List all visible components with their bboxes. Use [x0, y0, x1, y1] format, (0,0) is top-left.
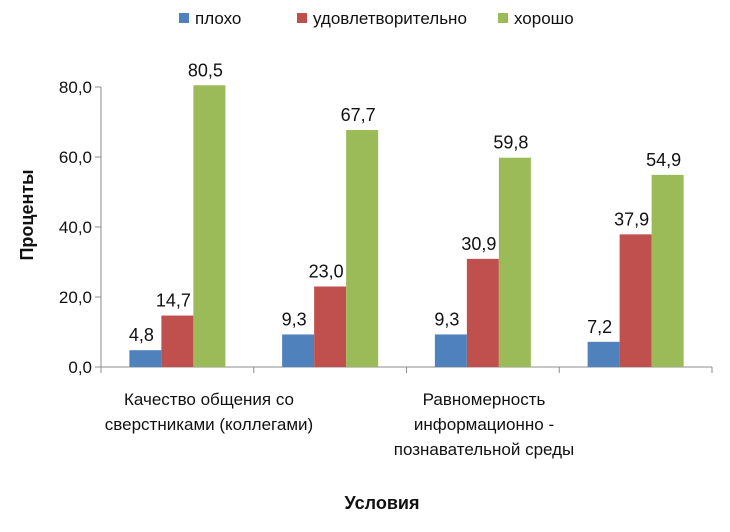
y-tick-label: 0,0 — [68, 358, 92, 377]
bar-удовлетворительно — [619, 234, 652, 367]
legend-label: удовлетворительно — [313, 9, 467, 28]
bar-удовлетворительно — [314, 286, 347, 367]
legend-swatch — [498, 13, 508, 23]
y-tick-label: 80,0 — [59, 78, 92, 97]
y-tick-label: 40,0 — [59, 218, 92, 237]
bar-хорошо — [651, 174, 684, 367]
bar-плохо — [282, 334, 315, 367]
bar-хорошо — [346, 130, 379, 367]
data-label: 9,3 — [434, 309, 459, 329]
data-label: 30,9 — [461, 234, 496, 254]
y-tick-label: 20,0 — [59, 288, 92, 307]
legend-swatch — [179, 13, 189, 23]
data-label: 9,3 — [282, 309, 307, 329]
y-axis-title: Проценты — [17, 169, 37, 260]
category-label: Равномерность — [423, 390, 546, 409]
category-label: Качество общения со — [124, 390, 294, 409]
bar-удовлетворительно — [161, 315, 194, 367]
legend-label: плохо — [195, 9, 241, 28]
bar-плохо — [587, 341, 620, 367]
data-label: 67,7 — [341, 105, 376, 125]
bar-плохо — [129, 350, 162, 367]
data-label: 23,0 — [309, 262, 344, 282]
data-label: 14,7 — [156, 291, 191, 311]
legend-swatch — [297, 13, 307, 23]
data-label: 37,9 — [614, 209, 649, 229]
category-label: информационно - — [414, 415, 554, 434]
bar-хорошо — [498, 157, 531, 367]
bar-удовлетворительно — [466, 258, 499, 367]
data-label: 7,2 — [587, 317, 612, 337]
category-label: сверстниками (коллегами) — [105, 415, 313, 434]
data-label: 54,9 — [646, 150, 681, 170]
data-label: 4,8 — [129, 325, 154, 345]
data-label: 59,8 — [493, 133, 528, 153]
legend-label: хорошо — [514, 9, 574, 28]
bar-плохо — [434, 334, 467, 367]
data-label: 80,5 — [188, 60, 223, 80]
x-axis-title: Условия — [345, 493, 420, 513]
category-label: познавательной среды — [394, 440, 575, 459]
bar-хорошо — [193, 85, 226, 367]
y-tick-label: 60,0 — [59, 148, 92, 167]
